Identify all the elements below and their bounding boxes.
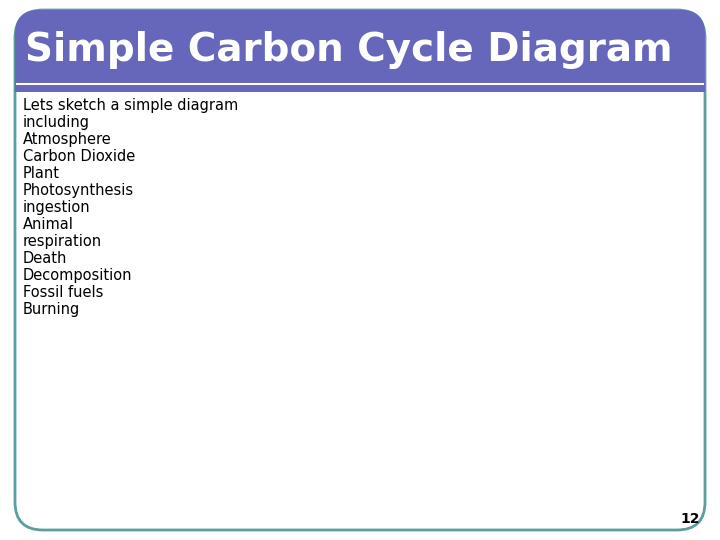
Text: Simple Carbon Cycle Diagram: Simple Carbon Cycle Diagram bbox=[25, 31, 672, 69]
Text: Photosynthesis: Photosynthesis bbox=[23, 183, 134, 198]
Text: Carbon Dioxide: Carbon Dioxide bbox=[23, 149, 135, 164]
FancyBboxPatch shape bbox=[15, 10, 705, 530]
Text: Decomposition: Decomposition bbox=[23, 268, 132, 283]
FancyBboxPatch shape bbox=[15, 10, 705, 90]
Text: Atmosphere: Atmosphere bbox=[23, 132, 112, 147]
Text: including: including bbox=[23, 115, 90, 130]
Text: ingestion: ingestion bbox=[23, 200, 91, 215]
Text: Burning: Burning bbox=[23, 302, 80, 317]
Text: Plant: Plant bbox=[23, 166, 60, 181]
Text: Death: Death bbox=[23, 251, 68, 266]
FancyBboxPatch shape bbox=[15, 52, 705, 92]
Text: Animal: Animal bbox=[23, 217, 74, 232]
Text: respiration: respiration bbox=[23, 234, 102, 249]
Text: 12: 12 bbox=[680, 512, 700, 526]
Text: Lets sketch a simple diagram: Lets sketch a simple diagram bbox=[23, 98, 238, 113]
Text: Fossil fuels: Fossil fuels bbox=[23, 285, 104, 300]
